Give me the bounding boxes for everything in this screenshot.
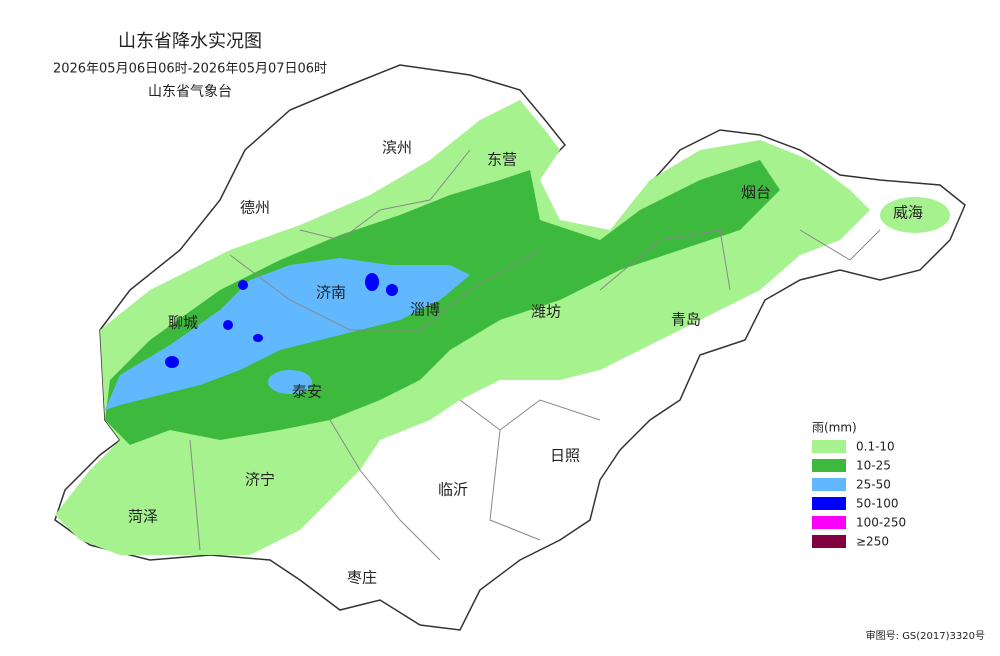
city-label: 威海 xyxy=(893,204,923,222)
legend: 雨(mm) 0.1-10 10-25 25-50 50-100 100-250 ≥250 xyxy=(812,421,906,549)
city-label: 菏泽 xyxy=(128,508,158,526)
review-number: 审图号: GS(2017)3320号 xyxy=(866,629,985,642)
boundary xyxy=(229,249,541,331)
city-labels: 滨州 东营 德州 烟台 威海 济南 淄博 潍坊 青岛 聊城 泰安 日照 济宁 临… xyxy=(128,139,923,587)
legend-label: ≥250 xyxy=(856,535,889,549)
city-label: 济南 xyxy=(316,284,346,302)
city-label: 青岛 xyxy=(671,311,701,329)
city-boundaries xyxy=(189,149,881,561)
rain-area xyxy=(253,334,263,342)
legend-swatch xyxy=(812,497,846,510)
rain-area xyxy=(223,320,233,330)
legend-label: 100-250 xyxy=(856,516,906,530)
boundary xyxy=(799,229,881,261)
legend-swatch xyxy=(812,440,846,453)
city-label: 淄博 xyxy=(410,301,440,319)
city-label: 烟台 xyxy=(741,184,771,202)
boundary xyxy=(299,149,471,241)
city-label: 泰安 xyxy=(292,383,322,401)
city-label: 滨州 xyxy=(382,139,412,157)
city-label: 枣庄 xyxy=(347,569,377,587)
city-label: 聊城 xyxy=(168,314,198,332)
legend-swatch xyxy=(812,459,846,472)
city-label: 德州 xyxy=(240,199,270,217)
rain-area xyxy=(105,160,780,445)
boundary xyxy=(459,399,601,541)
issuer: 山东省气象台 xyxy=(148,84,232,100)
city-label: 济宁 xyxy=(245,471,275,489)
city-label: 东营 xyxy=(487,151,517,169)
rain-area xyxy=(268,370,312,394)
legend-label: 10-25 xyxy=(856,459,891,473)
rain-area xyxy=(238,280,248,290)
rain-areas xyxy=(55,100,950,555)
rain-area xyxy=(880,197,950,233)
city-label: 临沂 xyxy=(438,481,468,499)
rain-area xyxy=(105,258,470,410)
city-label: 日照 xyxy=(550,447,580,465)
boundary xyxy=(189,419,441,561)
legend-swatch xyxy=(812,478,846,491)
boundary xyxy=(599,229,731,291)
city-label: 潍坊 xyxy=(531,303,561,321)
legend-swatch xyxy=(812,516,846,529)
rain-area xyxy=(365,273,379,291)
legend-label: 0.1-10 xyxy=(856,440,895,454)
rain-area xyxy=(165,356,179,368)
title: 山东省降水实况图 xyxy=(118,31,262,52)
legend-label: 25-50 xyxy=(856,478,891,492)
legend-label: 50-100 xyxy=(856,497,899,511)
legend-swatch xyxy=(812,535,846,548)
period: 2026年05月06日06时-2026年05月07日06时 xyxy=(53,62,327,77)
rain-area xyxy=(386,284,398,296)
legend-title: 雨(mm) xyxy=(812,421,857,435)
